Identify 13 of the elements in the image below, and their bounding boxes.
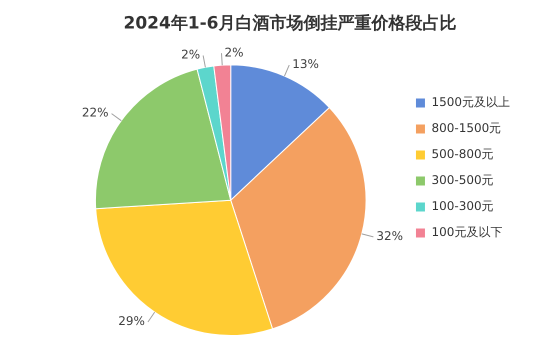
legend-label: 1500元及以上 [431,95,510,110]
data-label: 22% [82,106,109,120]
data-label: 29% [118,314,145,328]
legend-label: 100-300元 [431,199,494,214]
legend-label: 800-1500元 [431,121,502,136]
data-label: 32% [376,228,404,243]
data-label: 2% [181,48,200,62]
legend-label: 300-500元 [431,173,494,188]
data-label: 13% [292,57,319,72]
legend-label: 100元及以下 [431,225,502,240]
chart-title: 2024年1-6月白酒市场倒挂严重价格段占比 [123,14,457,34]
legend-label: 500-800元 [431,147,494,162]
data-label: 2% [224,45,244,60]
